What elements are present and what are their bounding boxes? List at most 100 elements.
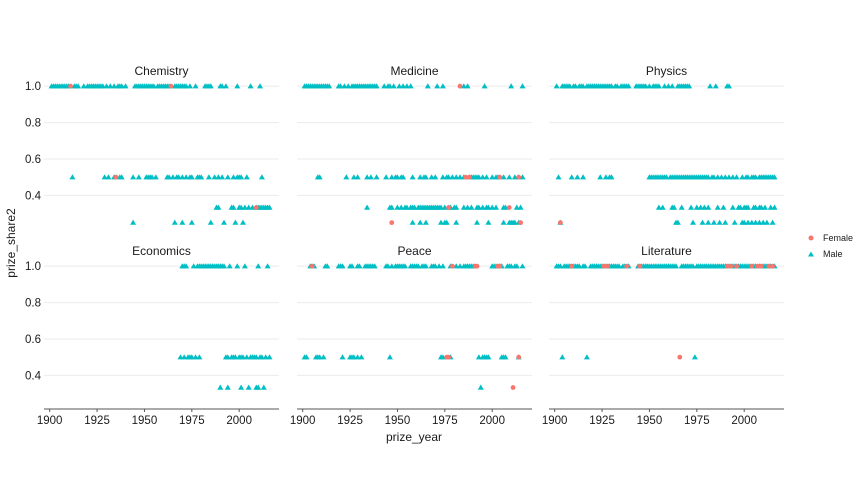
- point-male: [439, 354, 446, 360]
- point-male: [705, 219, 712, 225]
- point-male: [614, 83, 621, 89]
- point-male: [219, 174, 226, 180]
- point-female: [557, 220, 563, 226]
- point-male: [262, 354, 269, 360]
- point-male: [559, 354, 566, 360]
- point-male: [475, 354, 482, 360]
- point-male: [574, 174, 581, 180]
- panel-title-peace: Peace: [397, 244, 431, 258]
- point-male: [513, 204, 520, 210]
- point-female: [168, 83, 174, 89]
- x-tick-label: 2000: [226, 415, 252, 427]
- point-male: [255, 384, 262, 390]
- point-male: [453, 174, 460, 180]
- point-male: [122, 83, 129, 89]
- point-male: [445, 174, 452, 180]
- point-male: [190, 263, 197, 269]
- point-male: [407, 83, 414, 89]
- point-female: [677, 354, 683, 360]
- point-male: [557, 263, 564, 269]
- point-male: [386, 354, 393, 360]
- point-female: [389, 220, 395, 226]
- legend-label-male: Male: [823, 249, 843, 259]
- point-male: [339, 354, 346, 360]
- point-male: [733, 174, 740, 180]
- point-male: [258, 354, 265, 360]
- point-female: [506, 205, 512, 210]
- point-female: [637, 263, 643, 269]
- point-male: [722, 219, 729, 225]
- point-male: [771, 204, 778, 210]
- point-male: [767, 204, 774, 210]
- point-male: [324, 263, 331, 269]
- point-male: [705, 204, 712, 210]
- panel-literature: Literature 1900 1925 1950 1975 2000: [542, 244, 784, 427]
- point-male: [731, 219, 738, 225]
- point-male: [422, 263, 429, 269]
- point-male: [582, 263, 588, 269]
- point-female: [755, 263, 760, 269]
- point-male: [217, 384, 224, 390]
- point-male: [316, 174, 323, 180]
- point-female: [446, 354, 452, 360]
- point-male: [752, 204, 759, 210]
- point-male: [238, 204, 245, 210]
- point-male: [192, 354, 199, 360]
- legend-key-male: [808, 251, 814, 257]
- point-male: [320, 354, 327, 360]
- point-male: [215, 204, 222, 210]
- point-male: [457, 263, 463, 269]
- point-male: [439, 174, 446, 180]
- point-male: [474, 219, 480, 225]
- point-male: [673, 263, 679, 269]
- y-axis-title: prize_share2: [4, 208, 18, 278]
- point-male: [396, 83, 403, 89]
- point-female: [463, 174, 469, 180]
- point-male: [432, 174, 439, 180]
- point-male: [741, 219, 748, 225]
- point-female: [770, 263, 776, 269]
- point-male: [179, 174, 186, 180]
- point-male: [663, 174, 670, 180]
- point-male: [690, 219, 696, 225]
- point-male: [737, 204, 744, 210]
- point-male: [464, 83, 471, 89]
- point-male: [394, 204, 401, 210]
- point-male: [349, 263, 355, 269]
- point-female: [309, 263, 315, 269]
- point-male: [745, 219, 751, 225]
- point-male: [519, 83, 526, 89]
- point-male: [583, 354, 590, 360]
- point-male: [166, 174, 173, 180]
- point-male: [434, 83, 441, 89]
- point-male: [752, 219, 759, 225]
- point-male: [221, 219, 227, 225]
- point-male: [511, 219, 518, 225]
- point-male: [485, 204, 492, 210]
- point-male: [183, 174, 190, 180]
- point-male: [699, 219, 706, 225]
- point-male: [597, 174, 604, 180]
- point-male: [385, 263, 391, 269]
- point-male: [258, 174, 265, 180]
- point-male: [572, 83, 579, 89]
- point-male: [381, 83, 388, 89]
- point-male: [678, 204, 685, 210]
- point-male: [135, 174, 142, 180]
- x-tick-label: 2000: [479, 415, 505, 427]
- point-male: [475, 174, 482, 180]
- point-male: [207, 219, 214, 225]
- point-male: [436, 263, 443, 269]
- x-tick-label: 1950: [132, 415, 158, 427]
- point-male: [343, 174, 350, 180]
- y-tick-label: 0.8: [25, 298, 41, 310]
- point-male: [367, 174, 374, 180]
- point-male: [489, 174, 496, 180]
- legend-label-female: Female: [823, 233, 853, 243]
- point-male: [260, 384, 267, 390]
- point-male: [171, 219, 178, 225]
- point-male: [400, 83, 407, 89]
- point-male: [566, 83, 573, 89]
- point-male: [409, 219, 416, 225]
- point-male: [249, 204, 256, 210]
